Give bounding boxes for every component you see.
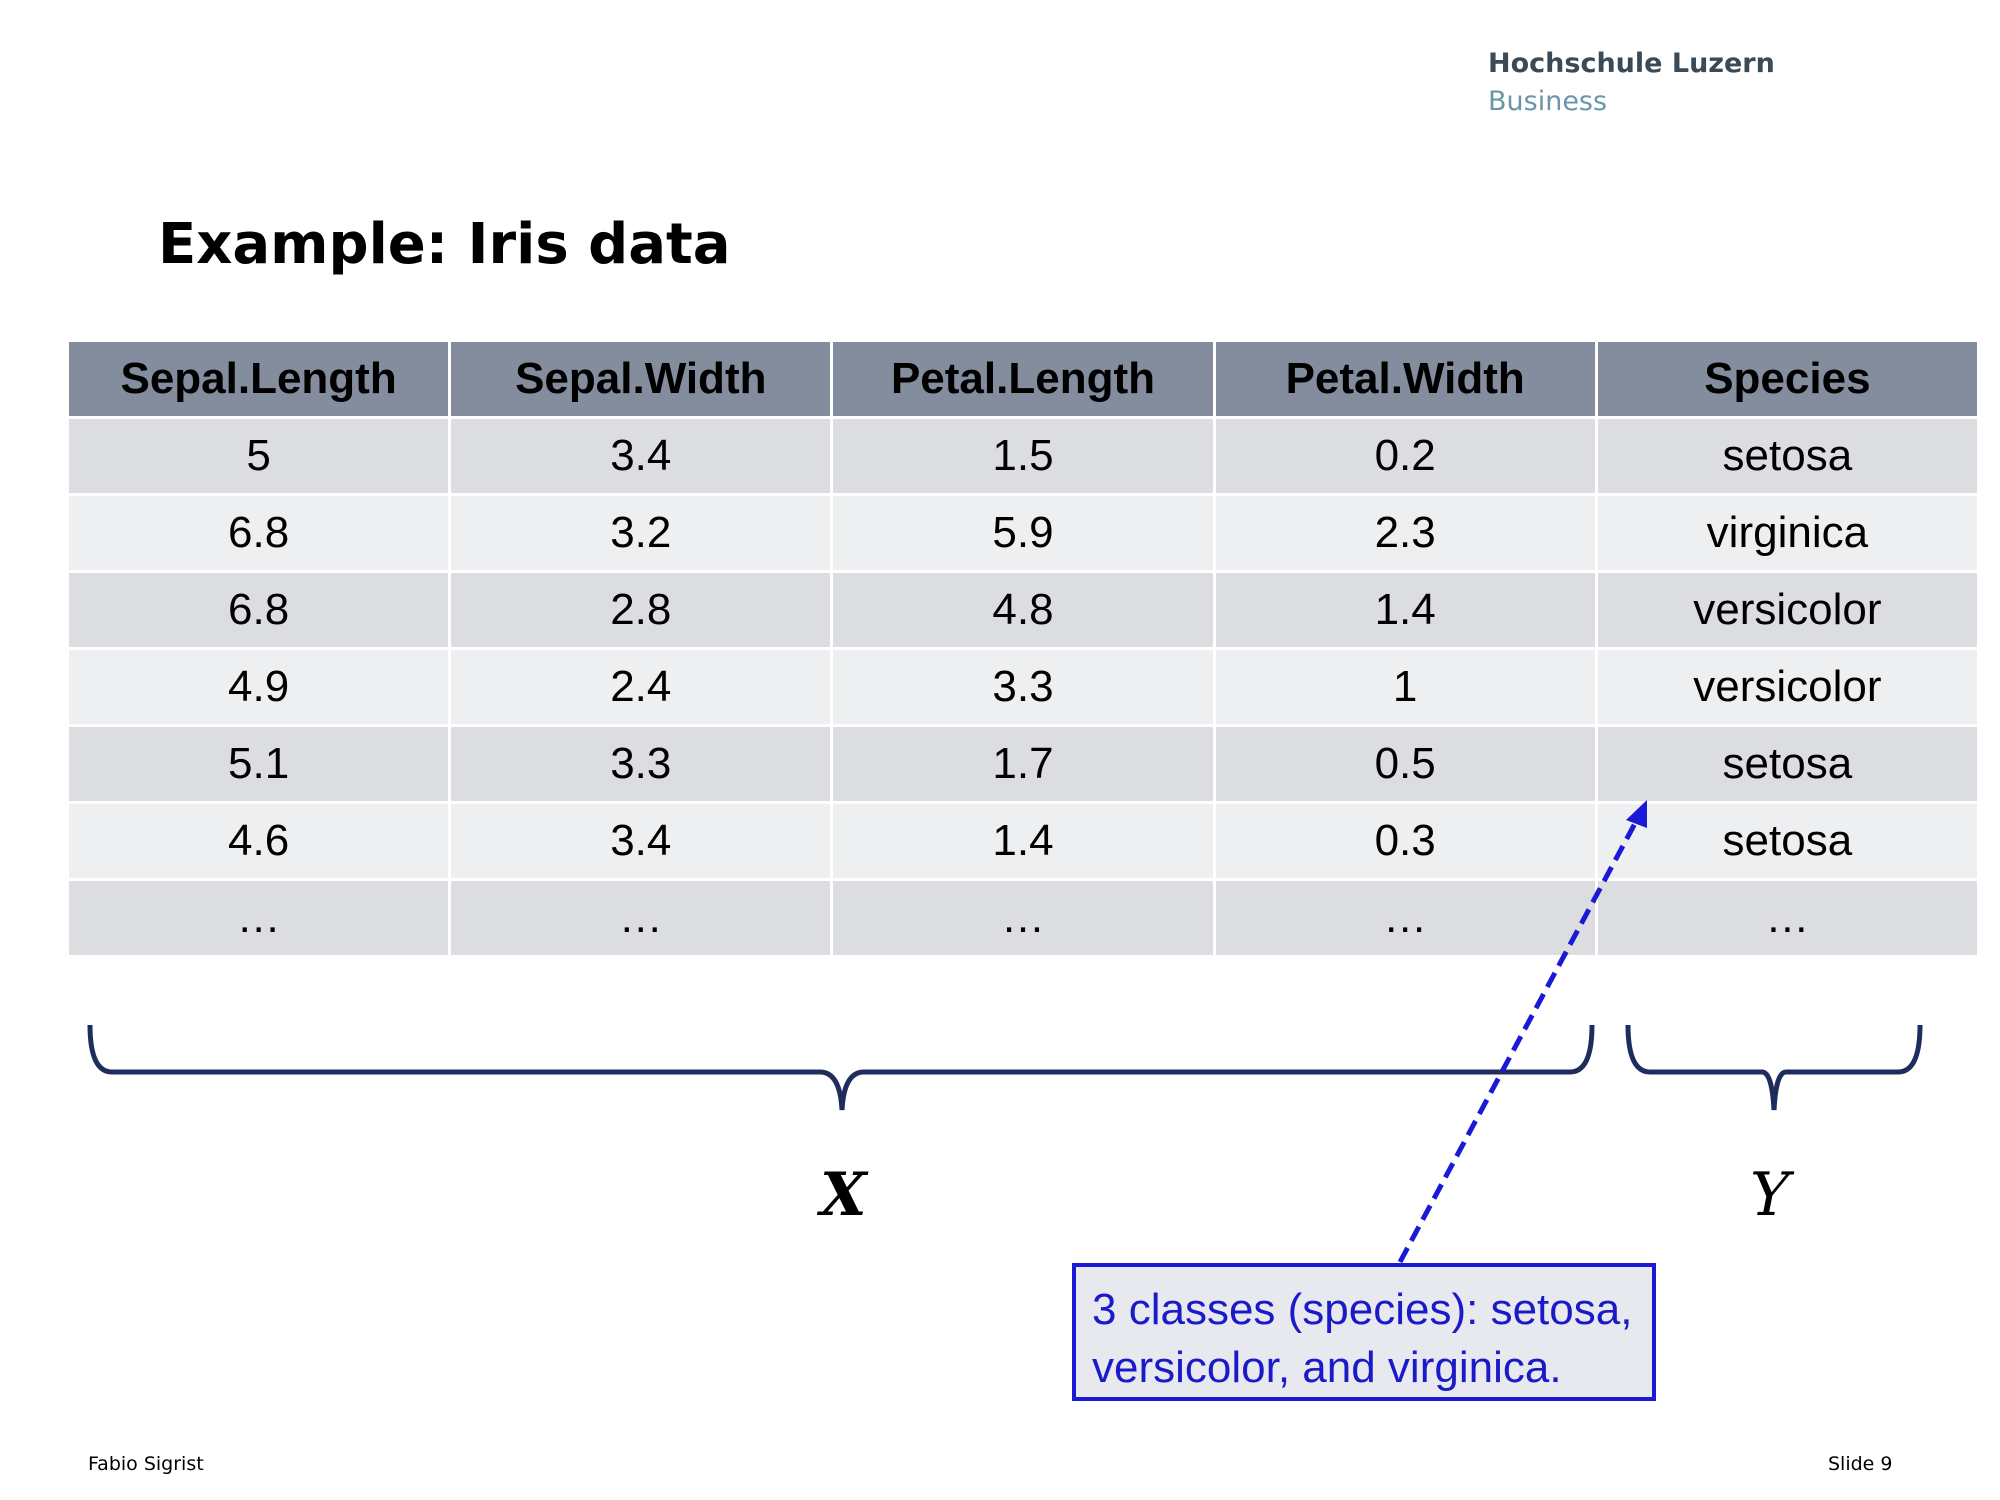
table-cell: … [830,878,1216,958]
table-cell: 0.5 [1212,724,1598,804]
callout-line-2: versicolor, and virginica. [1092,1343,1562,1392]
table-cell: 1.5 [830,416,1216,496]
table-cell: 1.7 [830,724,1216,804]
table-cell: 2.4 [448,647,834,727]
column-header-petal-width: Petal.Width [1212,339,1598,419]
table-cell: 3.4 [448,801,834,881]
institution-department: Business [1488,86,1608,117]
table-row: 6.8 3.2 5.9 2.3 virginica [65,493,1981,573]
x-brace [87,1024,1595,1111]
table-cell: 5 [65,416,452,496]
table-cell: 3.2 [448,493,834,573]
table-cell: 4.9 [65,647,452,727]
table-cell: … [65,878,452,958]
table-row-ellipsis: … … … … … [65,878,1981,958]
footer-author: Fabio Sigrist [88,1453,204,1475]
table-cell: 6.8 [65,570,452,650]
table-cell: 1 [1212,647,1598,727]
table-cell: setosa [1594,801,1981,881]
table-row: 5.1 3.3 1.7 0.5 setosa [65,724,1981,804]
table-cell: … [448,878,834,958]
table-cell: 3.3 [830,647,1216,727]
table-cell: 5.1 [65,724,452,804]
column-header-sepal-length: Sepal.Length [65,339,452,419]
table-cell: 6.8 [65,493,452,573]
table-cell: 3.4 [448,416,834,496]
y-brace [1625,1024,1923,1111]
table-cell: … [1212,878,1598,958]
table-cell: 5.9 [830,493,1216,573]
table-cell: 4.8 [830,570,1216,650]
table-row: 4.6 3.4 1.4 0.3 setosa [65,801,1981,881]
column-header-petal-length: Petal.Length [830,339,1216,419]
institution-logo-name: Hochschule Luzern [1488,48,1775,79]
table-row: 5 3.4 1.5 0.2 setosa [65,416,1981,496]
table-cell: 0.2 [1212,416,1598,496]
y-label: Y [1750,1160,1790,1230]
column-header-sepal-width: Sepal.Width [448,339,834,419]
table-cell: versicolor [1594,570,1981,650]
species-callout-box: 3 classes (species): setosa, versicolor,… [1072,1263,1656,1401]
slide-title: Example: Iris data [158,212,731,277]
table-cell: 1.4 [830,801,1216,881]
x-label: X [820,1160,867,1230]
table-cell: 4.6 [65,801,452,881]
table-cell: … [1594,878,1981,958]
table-cell: setosa [1594,416,1981,496]
table-cell: setosa [1594,724,1981,804]
table-header-row: Sepal.Length Sepal.Width Petal.Length Pe… [65,339,1981,419]
table-cell: 1.4 [1212,570,1598,650]
table-row: 4.9 2.4 3.3 1 versicolor [65,647,1981,727]
table-row: 6.8 2.8 4.8 1.4 versicolor [65,570,1981,650]
table-cell: 0.3 [1212,801,1598,881]
table-cell: 3.3 [448,724,834,804]
iris-data-table: Sepal.Length Sepal.Width Petal.Length Pe… [65,339,1981,958]
table-cell: versicolor [1594,647,1981,727]
column-header-species: Species [1594,339,1981,419]
table-cell: 2.8 [448,570,834,650]
footer-slide-number: Slide 9 [1828,1453,1893,1475]
table-cell: virginica [1594,493,1981,573]
table-cell: 2.3 [1212,493,1598,573]
callout-line-1: 3 classes (species): setosa, [1092,1285,1633,1334]
